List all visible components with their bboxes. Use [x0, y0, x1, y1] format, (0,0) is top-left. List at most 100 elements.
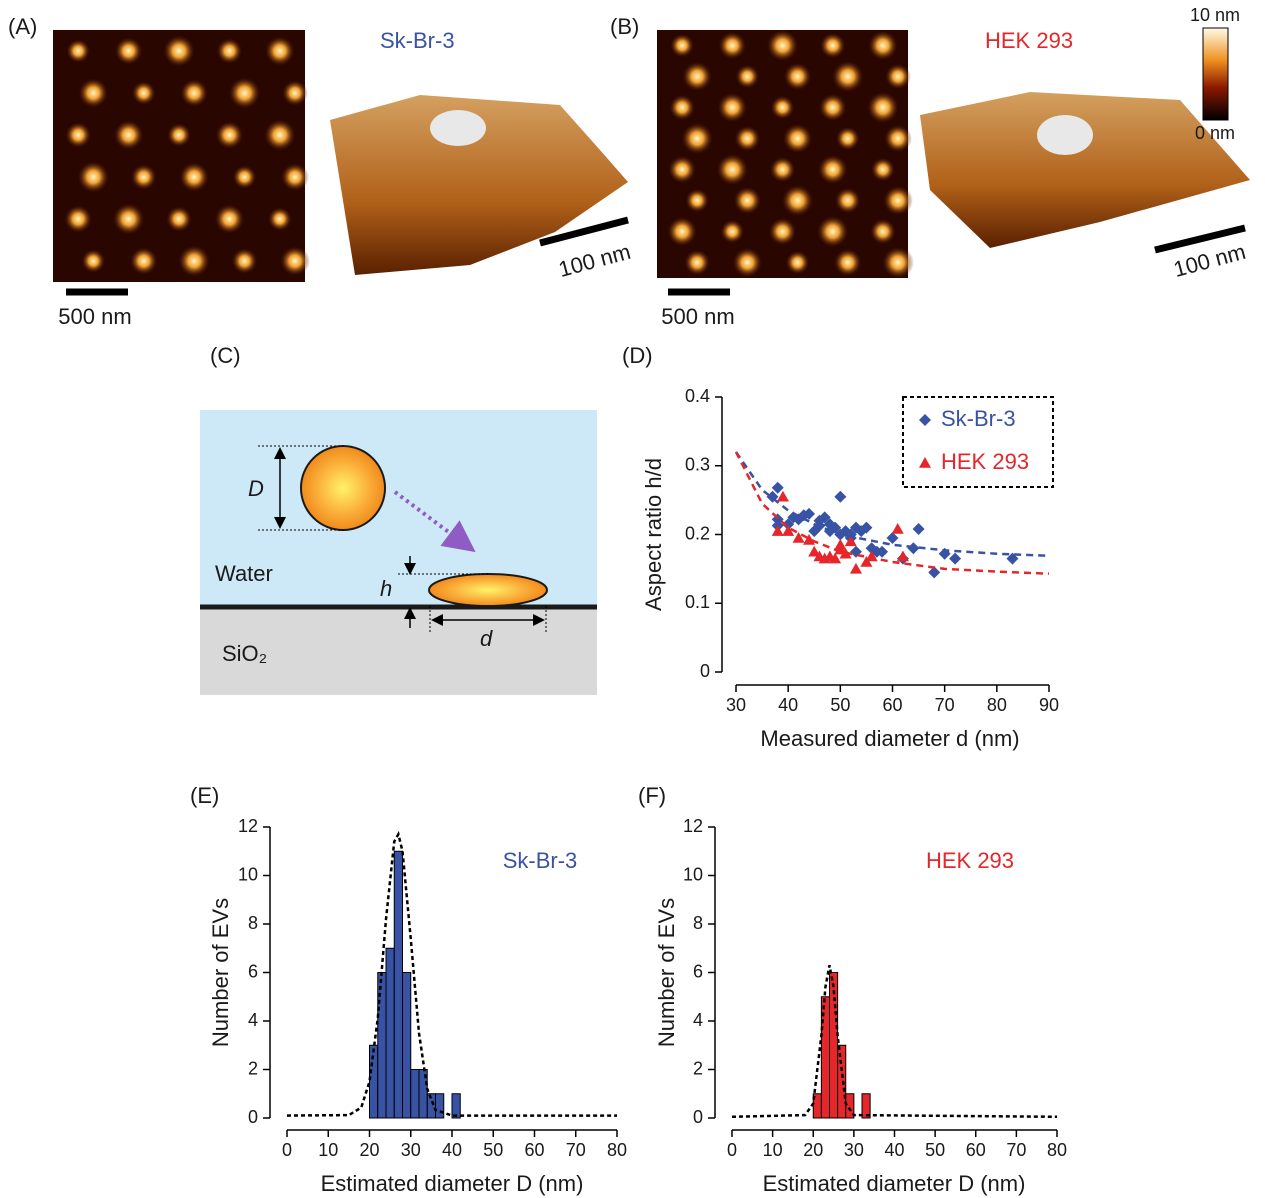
afm-spot [167, 123, 191, 147]
x-tick-label: 40 [442, 1140, 462, 1160]
y-tick-label: 4 [693, 1010, 703, 1030]
afm-spot [867, 92, 899, 124]
afm-spot [668, 156, 696, 184]
x-axis-label: Measured diameter d (nm) [760, 726, 1019, 751]
afm-spot [871, 158, 895, 182]
afm-spot [681, 123, 713, 155]
bar [403, 973, 411, 1119]
diagram-label: Water [215, 561, 273, 586]
afm-spot [835, 188, 861, 214]
afm-spot [682, 62, 712, 92]
panel-label: (D) [622, 343, 653, 368]
afm-image [53, 30, 310, 282]
afm-spot [670, 34, 694, 58]
afm-spot [233, 165, 257, 189]
afm-spot [782, 185, 814, 217]
colorbar [1203, 28, 1228, 120]
afm-spot [281, 163, 309, 191]
x-tick-label: 60 [882, 695, 902, 715]
bar [436, 1094, 444, 1118]
y-tick-label: 0.3 [685, 455, 710, 475]
legend-marker [919, 414, 931, 426]
cell-label: Sk-Br-3 [380, 28, 455, 53]
afm-spot [78, 78, 108, 108]
afm-spot [77, 161, 109, 193]
afm-spot [868, 31, 898, 61]
y-tick-label: 10 [683, 864, 703, 884]
afm-spot [720, 220, 744, 244]
point [913, 523, 925, 535]
y-tick-label: 12 [238, 816, 258, 836]
x-tick-label: 30 [844, 1140, 864, 1160]
y-tick-label: 4 [248, 1010, 258, 1030]
x-tick-label: 40 [884, 1140, 904, 1160]
x-tick-label: 70 [566, 1140, 586, 1160]
panel-label: (F) [638, 783, 666, 808]
afm-spot [268, 207, 292, 231]
x-axis-label: Estimated diameter D (nm) [763, 1171, 1026, 1196]
afm-spot [132, 81, 156, 105]
afm-image [657, 30, 914, 279]
legend-label: HEK 293 [941, 449, 1029, 474]
afm-spot [179, 162, 209, 192]
y-axis-label: Number of EVs [208, 898, 233, 1047]
y-tick-label: 2 [248, 1058, 258, 1078]
point [834, 491, 846, 503]
afm-spot [215, 121, 243, 149]
fit-curve [287, 834, 617, 1115]
afm-spot [280, 246, 310, 276]
panel-label: (B) [610, 14, 639, 39]
afm-spot [282, 80, 308, 106]
panel-label: (E) [190, 783, 219, 808]
x-tick-label: 30 [401, 1140, 421, 1160]
afm-spot [836, 127, 860, 151]
y-tick-label: 2 [693, 1058, 703, 1078]
x-tick-label: 70 [1006, 1140, 1026, 1160]
afm-spot [66, 39, 90, 63]
afm-spot [685, 189, 709, 213]
y-axis-label: Aspect ratio h/d [641, 458, 666, 611]
point [907, 542, 919, 554]
afm-spot [264, 119, 296, 151]
bar [830, 973, 838, 1119]
legend-label: Sk-Br-3 [941, 406, 1016, 431]
afm-spot [131, 164, 157, 190]
x-tick-label: 60 [524, 1140, 544, 1160]
afm-spot [769, 218, 797, 246]
afm-3d-surface [920, 92, 1250, 248]
afm-spot [834, 249, 862, 277]
afm-spot [786, 251, 810, 275]
vesicle-sphere [301, 446, 385, 530]
x-tick-label: 70 [935, 695, 955, 715]
series-label: HEK 293 [926, 848, 1014, 873]
panel-label: (C) [210, 343, 241, 368]
point [897, 551, 909, 562]
x-tick-label: 90 [1039, 695, 1059, 715]
afm-spot [130, 247, 158, 275]
colorbar-label: 10 nm [1190, 5, 1240, 25]
vesicle-flattened [429, 574, 547, 606]
scale-label: 500 nm [661, 304, 734, 329]
afm-spot [734, 126, 760, 152]
afm-spot [767, 30, 799, 62]
x-tick-label: 0 [727, 1140, 737, 1160]
x-tick-label: 10 [763, 1140, 783, 1160]
x-axis-label: Estimated diameter D (nm) [321, 1171, 584, 1196]
cell-label: HEK 293 [985, 28, 1073, 53]
y-tick-label: 0 [700, 661, 710, 681]
y-tick-label: 10 [238, 864, 258, 884]
afm-spot [229, 77, 261, 109]
x-tick-label: 20 [803, 1140, 823, 1160]
x-tick-label: 80 [607, 1140, 627, 1160]
y-tick-label: 0 [693, 1107, 703, 1127]
afm-spot [819, 94, 847, 122]
afm-spot [735, 65, 759, 89]
point [850, 563, 862, 574]
afm-spot [214, 204, 244, 234]
x-tick-label: 50 [925, 1140, 945, 1160]
diagram-label: D [248, 476, 264, 501]
point [949, 553, 961, 565]
x-tick-label: 60 [966, 1140, 986, 1160]
afm-spot [884, 125, 912, 153]
afm-3d-peak [430, 110, 486, 146]
